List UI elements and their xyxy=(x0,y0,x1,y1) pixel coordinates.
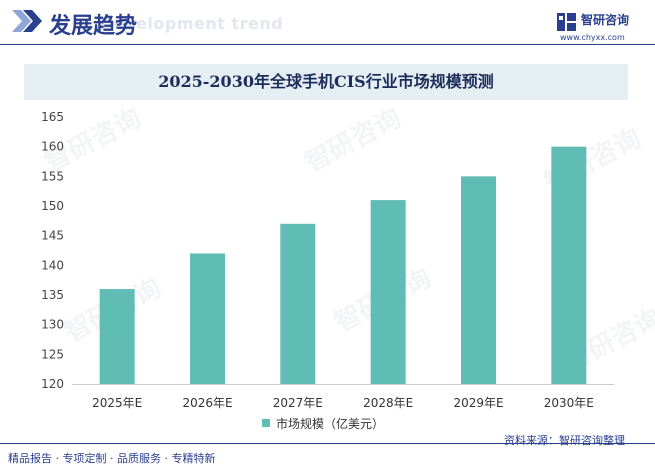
brand-url: www.chyxx.com xyxy=(560,33,625,42)
legend-swatch xyxy=(262,419,270,427)
bar xyxy=(461,176,496,384)
x-tick-label: 2028年E xyxy=(363,396,413,410)
chart-title-band xyxy=(24,64,628,100)
y-tick-label: 165 xyxy=(41,110,64,124)
y-tick-label: 150 xyxy=(41,199,64,213)
bar xyxy=(370,200,406,384)
brand-logo-icon xyxy=(557,13,576,31)
x-tick-label: 2027年E xyxy=(273,396,323,410)
y-tick-label: 120 xyxy=(41,377,64,391)
bar xyxy=(551,146,587,384)
footer-divider xyxy=(0,443,655,444)
legend-label: 市场规模（亿美元） xyxy=(276,416,384,431)
brand-name: 智研咨询 xyxy=(581,13,630,27)
section-title: 发展趋势 xyxy=(49,13,138,39)
chart-title: 2025-2030年全球手机CIS行业市场规模预测 xyxy=(158,72,494,91)
y-tick-label: 135 xyxy=(41,288,64,302)
y-tick-label: 140 xyxy=(41,258,64,272)
y-tick-label: 130 xyxy=(41,318,64,332)
source-background xyxy=(500,428,650,444)
y-tick-label: 155 xyxy=(41,169,64,183)
source-note: 资料来源：智研咨询整理 xyxy=(504,434,625,447)
section-title-en: Development trend xyxy=(100,14,284,33)
y-tick-label: 160 xyxy=(41,140,64,154)
x-tick-label: 2030年E xyxy=(544,396,594,410)
header-divider xyxy=(0,44,655,45)
x-tick-label: 2026年E xyxy=(182,396,232,410)
bar xyxy=(99,289,135,384)
bar xyxy=(280,223,316,384)
chevron-double-icon xyxy=(12,10,42,32)
footer-tagline: 精品报告 · 专项定制 · 品质服务 · 专精特新 xyxy=(8,452,216,465)
x-tick-label: 2025年E xyxy=(92,396,142,410)
x-tick-label: 2029年E xyxy=(453,396,503,410)
y-tick-label: 125 xyxy=(41,347,64,361)
footer-bar xyxy=(0,443,655,471)
y-tick-label: 145 xyxy=(41,229,64,243)
bar xyxy=(190,253,225,384)
bar-chart: 120 125 130 135 140 145 150 155 160 165 2025年E 2026… xyxy=(41,110,614,431)
